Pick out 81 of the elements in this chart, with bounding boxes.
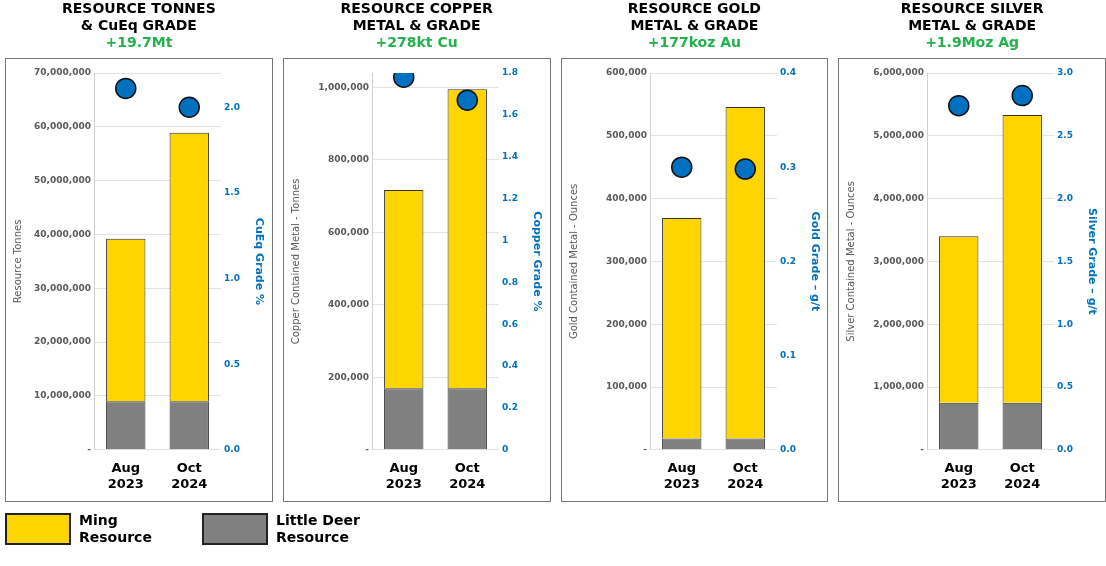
legend-label: Little Deer Resource [276,512,361,546]
y2-tick-label: 0.4 [501,360,518,371]
legend-label: Ming Resource [79,512,153,546]
x-tick-label: Aug 2023 [663,459,700,491]
x-tick-label: Oct 2024 [726,459,763,491]
y2-tick-label: 0.2 [779,255,796,266]
y-tick-label: 1,000,000 [318,81,369,92]
y2-tick-label: 0.3 [779,161,796,172]
y-tick-label: 600,000 [605,67,647,78]
y-tick-label: - [642,444,647,455]
y-tick-label: 400,000 [327,299,369,310]
y2-tick-label: 1.0 [1057,318,1074,329]
y-axis-title: Silver Contained Metal - Ounces [844,181,856,342]
y2-tick-label: 1.8 [501,67,518,78]
chart-title: RESOURCE TONNES & CuEq GRADE [61,0,217,34]
y-axis-title: Resource Tonnes [11,219,23,304]
y-tick-label: 800,000 [327,154,369,165]
chart-subtitle: +278kt Cu [374,34,459,52]
y2-tick-label: 1 [501,234,509,245]
y2-tick-label: 2.0 [1057,192,1074,203]
y2-tick-label: 0.6 [501,318,518,329]
y-tick-label: 10,000,000 [34,390,91,401]
y2-tick-label: 3.0 [1057,67,1074,78]
y-tick-label: - [87,444,92,455]
chart-title: RESOURCE COPPER METAL & GRADE [339,0,494,34]
y-tick-label: - [365,444,369,455]
chart-title: RESOURCE GOLD METAL & GRADE [626,0,762,34]
y2-axis-title: Copper Grade % [530,211,544,312]
y2-tick-label: 0.8 [501,276,518,287]
y2-axis-title: Gold Grade – g/t [808,211,822,312]
y-axis-title: Copper Contained Metal - Tonnes [289,178,301,345]
y-axis-title: Gold Contained Metal - Ounces [567,183,579,340]
y-tick-label: 30,000,000 [34,282,91,293]
y2-tick-label: 0.5 [1057,381,1074,392]
chart-subtitle: +1.9Moz Ag [924,34,1021,52]
x-tick-label: Aug 2023 [940,459,978,491]
y2-axis-title: CuEq Grade % [252,217,266,305]
y2-tick-label: 2.0 [224,101,240,112]
y-tick-label: 50,000,000 [34,175,91,185]
y-tick-label: 300,000 [605,255,647,266]
y2-tick-label: 2.5 [1057,130,1074,141]
y2-tick-label: 0.0 [1057,444,1074,455]
y2-tick-label: 1.5 [224,187,240,198]
y-tick-label: 3,000,000 [873,255,925,266]
y-tick-label: 6,000,000 [873,67,925,78]
y-tick-label: 100,000 [605,381,647,392]
y-tick-label: 200,000 [327,371,369,382]
chart-title: RESOURCE SILVER METAL & GRADE [899,0,1045,34]
x-tick-label: Aug 2023 [107,459,144,491]
x-tick-label: Oct 2024 [171,459,208,491]
chart-subtitle: +19.7Mt [104,34,174,52]
y-tick-label: 500,000 [605,130,647,141]
x-tick-label: Oct 2024 [448,459,486,491]
y2-tick-label: 0.5 [224,358,240,369]
y-tick-label: 5,000,000 [873,130,925,141]
y2-tick-label: 1.2 [501,192,518,203]
y2-tick-label: 1.0 [224,272,240,283]
y-tick-label: 60,000,000 [34,121,91,132]
y-tick-label: 4,000,000 [873,192,925,203]
y-tick-label: - [920,444,925,455]
y2-tick-label: 0 [501,444,509,455]
y-tick-label: 70,000,000 [34,67,91,78]
y2-tick-label: 0.2 [501,402,518,413]
chart-subtitle: +177koz Au [646,34,743,52]
x-tick-label: Aug 2023 [385,459,422,491]
y2-tick-label: 0.0 [779,444,796,455]
y-tick-label: 200,000 [605,318,647,329]
y-tick-label: 600,000 [327,226,369,237]
y-tick-label: 20,000,000 [34,336,91,347]
y-tick-label: 400,000 [605,192,647,203]
y2-tick-label: 1.5 [1057,255,1074,266]
y2-tick-label: 0.4 [779,67,796,78]
y2-axis-title: Silver Grade – g/t [1085,207,1099,315]
y2-tick-label: 0.0 [224,444,240,455]
y2-tick-label: 0.1 [779,349,796,360]
y2-tick-label: 1.4 [501,151,518,162]
y-tick-label: 2,000,000 [873,318,925,329]
y-tick-label: 40,000,000 [34,228,91,239]
y2-tick-label: 1.6 [501,109,518,120]
x-tick-label: Oct 2024 [1004,459,1041,491]
y-tick-label: 1,000,000 [873,381,925,392]
